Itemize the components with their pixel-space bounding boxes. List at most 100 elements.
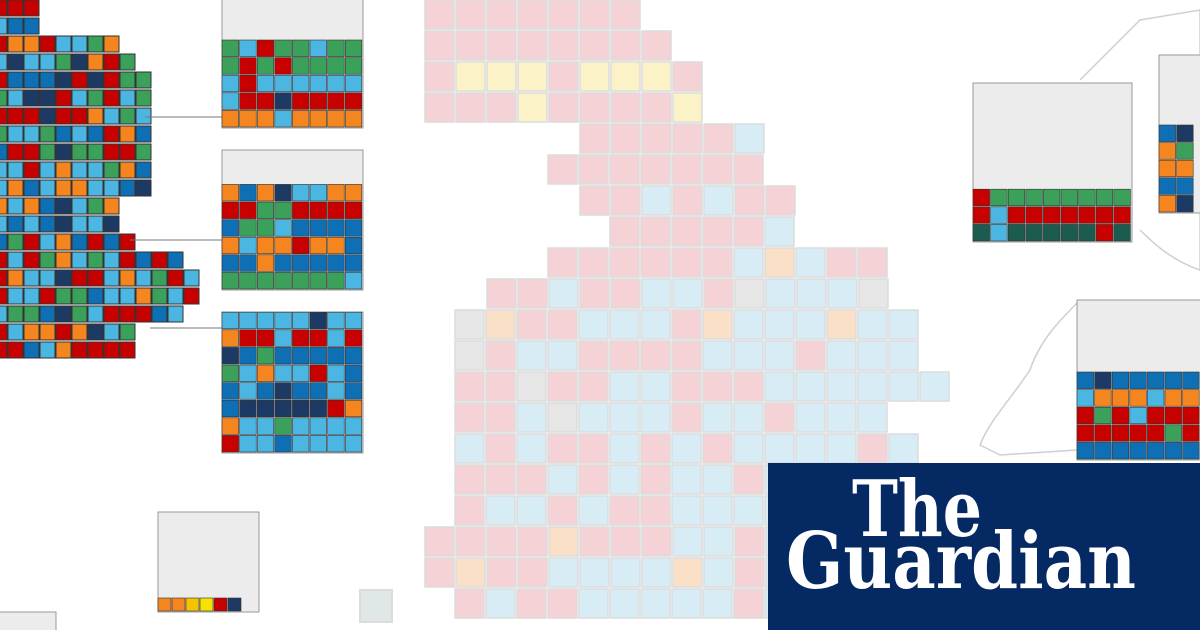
map-cell: [764, 340, 795, 371]
map-cell: [888, 340, 919, 371]
map-cell: [578, 402, 609, 433]
panel-cell: [327, 272, 345, 290]
map-cell: [764, 402, 795, 433]
map-cell: [610, 92, 641, 123]
panel-cell: [239, 74, 257, 93]
map-cell: [702, 588, 733, 619]
map-cell: [641, 278, 672, 309]
map-cell: [517, 30, 548, 61]
panel-cell: [274, 417, 292, 435]
map-cell: [733, 495, 764, 526]
cluster-cell: [39, 341, 56, 359]
panel-cell: [309, 74, 327, 93]
cluster-cell: [87, 71, 104, 89]
map-cell: [734, 278, 765, 309]
map-cell: [579, 61, 610, 92]
map-cell: [641, 30, 672, 61]
panel-cell: [221, 254, 239, 272]
map-cell: [702, 433, 733, 464]
map-cell: [579, 185, 610, 216]
cluster-cell: [23, 323, 40, 341]
cluster-cell: [0, 17, 8, 35]
panel-cell: [1164, 424, 1182, 442]
map-cell: [516, 495, 547, 526]
panel-cell: [256, 347, 275, 365]
panel-cell: [344, 417, 363, 435]
cluster-cell: [39, 71, 56, 89]
panel-cell: [239, 184, 257, 202]
panel-cell: [309, 435, 327, 453]
map-cell: [424, 0, 455, 30]
panel-cell: [256, 254, 275, 272]
cluster-cell: [39, 53, 56, 71]
panel-cell: [292, 92, 310, 110]
panel-cell: [292, 201, 310, 219]
map-cell: [795, 309, 826, 340]
panel-cell: [309, 399, 327, 418]
cluster-cell: [7, 323, 24, 341]
panel-cell: [327, 382, 345, 400]
map-cell: [424, 557, 455, 588]
map-cell: [733, 464, 764, 495]
panel-cell: [221, 201, 239, 219]
panel-cell: [1164, 371, 1182, 389]
map-cell: [609, 402, 640, 433]
panel-cell: [1025, 206, 1043, 224]
cluster-cell: [23, 143, 40, 161]
map-cell: [578, 371, 609, 402]
panel-cell: [1043, 206, 1061, 224]
cluster-cell: [183, 287, 200, 305]
map-cell: [579, 123, 610, 154]
cluster-cell: [7, 107, 24, 125]
panel-cell: [327, 399, 345, 418]
map-cell: [547, 402, 578, 433]
cluster-cell: [167, 287, 184, 305]
panel-cell: [256, 272, 275, 290]
cluster-cell: [23, 161, 40, 179]
panel-cell: [1158, 159, 1176, 178]
panel-cell: [309, 39, 327, 57]
panel-cell: [1164, 389, 1182, 407]
map-cell: [857, 340, 888, 371]
panel-cell: [309, 219, 327, 237]
cluster-cell: [7, 35, 24, 53]
map-cell: [609, 588, 640, 619]
cluster-cell: [103, 197, 120, 215]
map-cell: [517, 92, 548, 123]
map-cell: [359, 589, 393, 623]
cluster-cell: [23, 305, 40, 323]
map-cell: [765, 278, 796, 309]
map-cell: [733, 371, 764, 402]
map-cell: [454, 309, 485, 340]
panel-cell: [1111, 389, 1130, 407]
map-cell: [702, 216, 733, 247]
cluster-cell: [23, 107, 40, 125]
cluster-cell: [119, 143, 136, 161]
panel-cell: [1176, 142, 1194, 160]
panel-cell: [221, 236, 239, 255]
map-cell: [671, 495, 702, 526]
cluster-cell: [0, 0, 8, 17]
panel-cell: [344, 74, 363, 93]
brand-line-1: The: [852, 464, 982, 555]
cluster-cell: [0, 179, 8, 197]
cluster-cell: [0, 341, 8, 359]
map-cell: [548, 526, 579, 557]
panel-cell: [1078, 224, 1096, 242]
cluster-cell: [23, 269, 40, 287]
panel-cell: [327, 39, 345, 57]
panel-cell: [1176, 177, 1194, 195]
cluster-cell: [55, 71, 72, 89]
map-cell: [826, 247, 857, 278]
map-cell: [703, 123, 734, 154]
cluster-cell: [71, 269, 88, 287]
map-cell: [734, 123, 765, 154]
panel-cell: [274, 201, 292, 219]
panel-cell: [309, 417, 327, 435]
cluster-cell: [135, 305, 152, 323]
panel-cell: [309, 201, 327, 219]
cluster-cell: [87, 89, 104, 107]
panel-cell: [239, 364, 257, 382]
cluster-cell: [55, 305, 72, 323]
